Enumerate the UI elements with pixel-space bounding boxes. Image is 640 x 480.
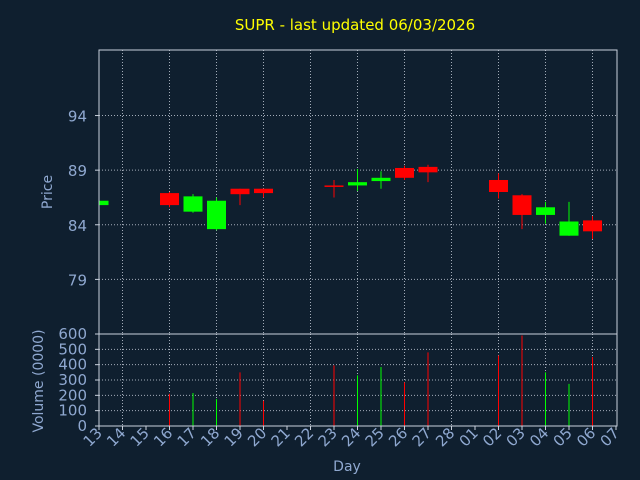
candle-body [183, 196, 203, 212]
candle-body [371, 177, 391, 182]
candle-body [230, 188, 250, 195]
volume-tick-label: 200 [58, 386, 87, 404]
price-y-axis: 79 84 89 94 [68, 108, 99, 289]
volume-bar-series [169, 335, 593, 426]
chart-title: SUPR - last updated 06/03/2026 [235, 16, 475, 34]
price-axis-label: Price [40, 175, 56, 209]
volume-tick-label: 400 [58, 356, 87, 374]
candle-body [395, 167, 414, 178]
price-tick-label: 94 [68, 108, 87, 126]
candle-body [348, 182, 367, 186]
candlestick-series [98, 164, 602, 239]
volume-axis-label: Volume (0000) [31, 329, 47, 432]
volume-tick-label: 0 [77, 417, 87, 435]
day-x-axis: 1314151617181920212223242526272801020304… [80, 424, 623, 450]
volume-tick-label: 500 [58, 340, 87, 358]
candle-body [559, 221, 579, 236]
candle-body [536, 207, 555, 215]
candle-body [512, 195, 532, 215]
price-tick-label: 79 [68, 271, 87, 289]
candle-body [324, 185, 344, 187]
candle-body [160, 193, 179, 206]
x-axis-label: Day [333, 459, 361, 475]
volume-tick-label: 300 [58, 371, 87, 389]
candle-body [207, 200, 226, 230]
candle-body [583, 220, 602, 232]
volume-tick-label: 100 [58, 402, 87, 420]
candle-body [254, 188, 273, 194]
volume-tick-label: 600 [58, 325, 87, 343]
candle-body [418, 166, 438, 173]
candle-body [99, 200, 109, 206]
candle-body [489, 179, 508, 192]
price-tick-label: 89 [68, 162, 87, 180]
price-tick-label: 84 [68, 217, 87, 235]
